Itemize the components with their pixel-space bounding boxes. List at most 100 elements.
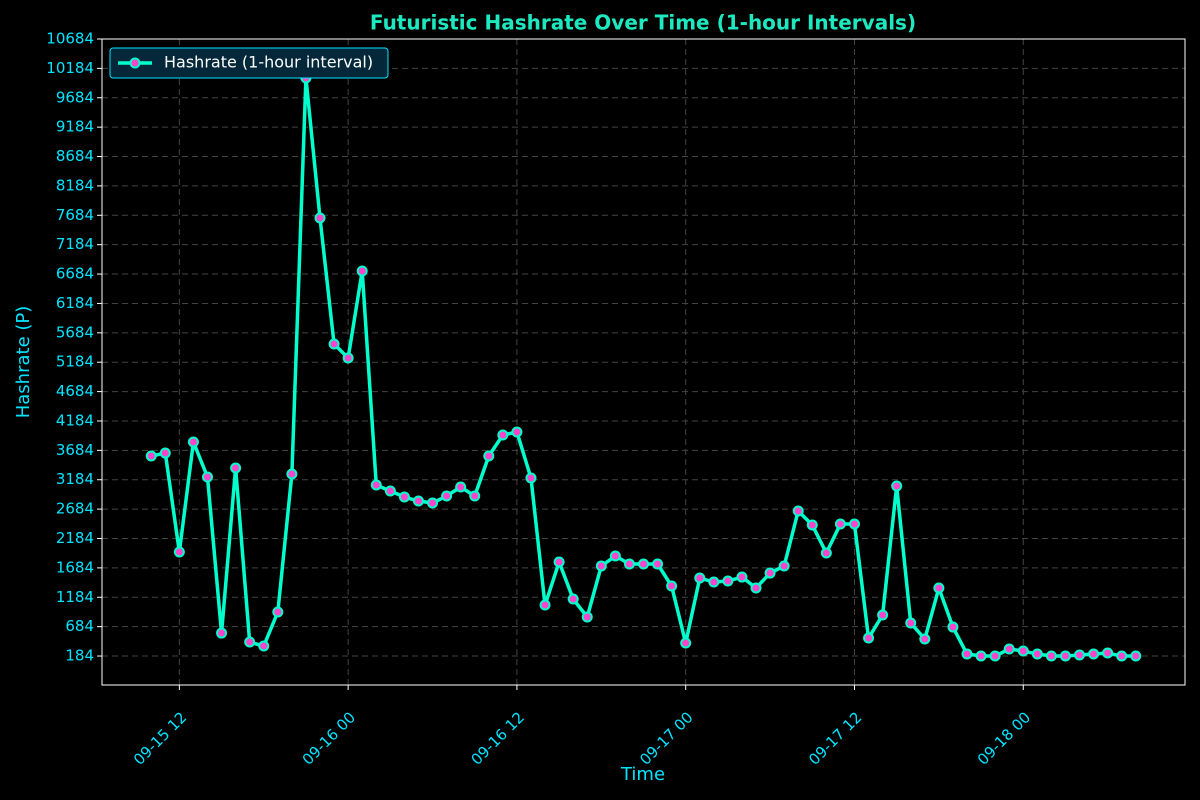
- data-point: [469, 490, 481, 502]
- data-point: [638, 558, 649, 570]
- data-point: [356, 265, 368, 277]
- data-point: [525, 472, 537, 484]
- data-point: [666, 580, 678, 592]
- data-point: [216, 627, 228, 639]
- data-point: [722, 575, 734, 587]
- data-point: [412, 495, 424, 507]
- data-point: [891, 480, 903, 492]
- data-point: [905, 617, 917, 629]
- y-tick-label: 1684: [56, 558, 94, 576]
- y-tick-label: 9184: [56, 118, 94, 136]
- data-point: [834, 518, 846, 530]
- y-tick-label: 8184: [56, 176, 94, 194]
- data-point: [1102, 647, 1114, 659]
- legend: Hashrate (1-hour interval): [109, 47, 389, 79]
- y-tick-label: 1184: [56, 588, 94, 606]
- legend-marker: [129, 57, 141, 69]
- data-point: [230, 462, 242, 474]
- data-point: [736, 571, 748, 583]
- x-tick-label: 09-16 00: [299, 708, 359, 768]
- data-point: [567, 593, 579, 605]
- data-point: [483, 450, 495, 462]
- y-tick-label: 3184: [56, 470, 94, 488]
- plot-frame: [101, 38, 1186, 686]
- x-tick-label: 09-17 12: [805, 708, 865, 768]
- data-point: [595, 560, 607, 572]
- y-tick-label: 5184: [56, 353, 94, 371]
- data-point: [1003, 643, 1015, 655]
- data-point: [609, 550, 621, 562]
- y-axis-label: Hashrate (P): [13, 306, 34, 419]
- data-point: [272, 606, 284, 618]
- data-point: [342, 352, 354, 364]
- data-point: [1074, 649, 1086, 661]
- data-point: [145, 450, 157, 462]
- data-point: [694, 572, 706, 584]
- data-point: [539, 599, 551, 611]
- data-point: [1130, 650, 1142, 662]
- y-tick-label: 6684: [56, 265, 94, 283]
- data-point: [328, 338, 340, 350]
- data-point: [1059, 650, 1071, 662]
- data-point: [441, 490, 453, 502]
- data-point: [511, 426, 523, 438]
- data-point: [553, 556, 565, 568]
- y-tick-label: 2684: [56, 500, 94, 518]
- y-tick-label: 7184: [56, 235, 94, 253]
- legend-box: [109, 47, 389, 79]
- data-point: [314, 212, 326, 224]
- x-axis-label: Time: [620, 764, 665, 785]
- y-tick-label: 10184: [46, 59, 94, 77]
- data-point: [947, 621, 959, 633]
- data-point: [370, 479, 382, 491]
- data-point: [961, 648, 973, 660]
- data-point: [1045, 650, 1057, 662]
- data-point: [778, 560, 790, 572]
- chart-title: Futuristic Hashrate Over Time (1-hour In…: [370, 11, 916, 35]
- data-point: [680, 637, 692, 649]
- data-point: [455, 481, 467, 493]
- data-point: [1017, 645, 1029, 657]
- x-tick-label: 09-16 12: [468, 708, 528, 768]
- data-point: [1116, 650, 1128, 662]
- data-point: [286, 468, 298, 480]
- data-point: [806, 519, 818, 531]
- data-point: [258, 640, 270, 652]
- y-tick-label: 8684: [56, 147, 94, 165]
- y-tick-label: 184: [65, 647, 94, 665]
- data-point: [1031, 648, 1043, 660]
- y-tick-label: 4684: [56, 382, 94, 400]
- y-tick-label: 5684: [56, 323, 94, 341]
- data-point: [398, 491, 410, 503]
- data-point: [848, 518, 860, 530]
- data-point: [201, 471, 213, 483]
- data-point: [427, 497, 439, 509]
- data-point: [173, 546, 185, 558]
- y-tick-label: 9684: [56, 88, 94, 106]
- data-point: [384, 485, 396, 497]
- y-tick-label: 10684: [46, 30, 94, 48]
- y-tick-label: 2184: [56, 529, 94, 547]
- y-tick-label: 3684: [56, 441, 94, 459]
- x-tick-label: 09-17 00: [636, 708, 696, 768]
- data-point: [933, 582, 945, 594]
- x-tick-label: 09-18 00: [974, 708, 1034, 768]
- data-point: [244, 636, 256, 648]
- data-point: [159, 447, 171, 459]
- data-point: [652, 558, 664, 570]
- data-point: [919, 633, 931, 645]
- data-point: [497, 429, 509, 441]
- data-point: [1088, 648, 1100, 660]
- legend-label: Hashrate (1-hour interval): [164, 53, 373, 72]
- y-tick-label: 684: [65, 617, 94, 635]
- data-point: [989, 650, 1001, 662]
- data-point: [708, 576, 720, 588]
- y-tick-label: 4184: [56, 411, 94, 429]
- y-tick-label: 7684: [56, 206, 94, 224]
- data-point: [581, 611, 593, 623]
- data-point: [863, 632, 875, 644]
- x-tick-label: 09-15 12: [130, 708, 190, 768]
- data-point: [187, 436, 199, 448]
- data-point: [877, 609, 889, 621]
